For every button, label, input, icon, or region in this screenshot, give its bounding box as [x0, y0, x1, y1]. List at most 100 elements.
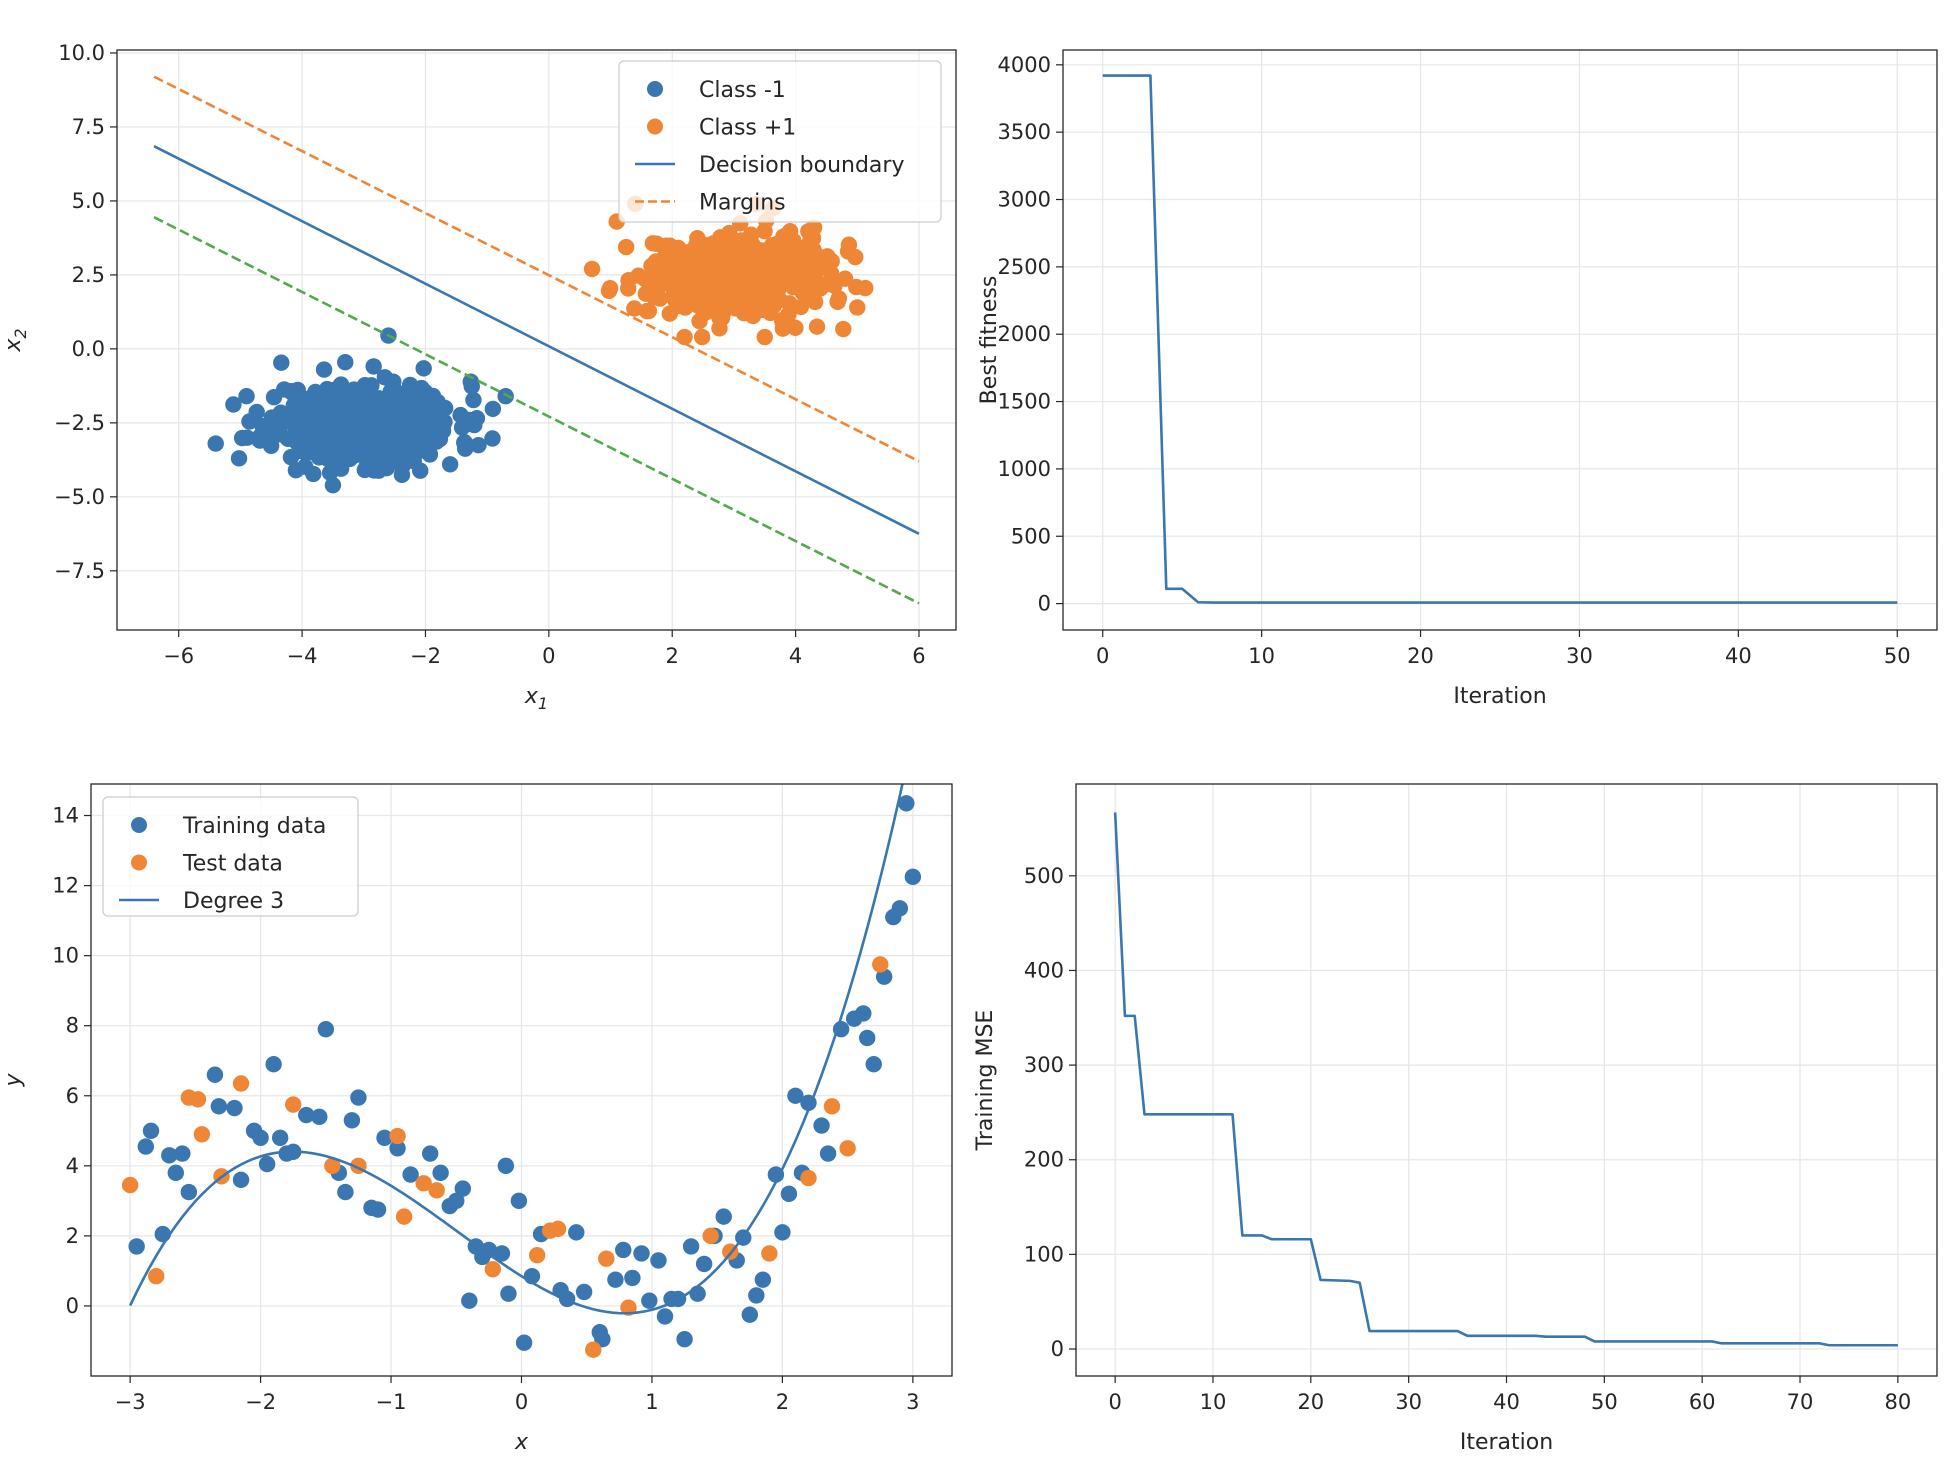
poly-ytick-label: 14	[52, 804, 79, 828]
poly-test-point	[324, 1157, 341, 1175]
poly-test-point	[193, 1126, 211, 1143]
svm-point	[484, 430, 501, 447]
svm-point	[805, 219, 823, 236]
svm-legend-box	[618, 60, 942, 223]
fitness-frame	[1062, 49, 1938, 631]
svm-point	[676, 328, 693, 346]
svm-xlabel-base: x	[524, 684, 539, 709]
poly-xtick-label: 2	[776, 1390, 789, 1414]
svm-point	[762, 281, 780, 299]
svm-point	[620, 280, 637, 297]
poly-legend-label: Degree 3	[183, 889, 284, 914]
svm-point	[396, 426, 413, 444]
svm-point	[463, 378, 480, 395]
svm-point	[849, 299, 866, 316]
mse-ytick-label: 500	[1024, 864, 1064, 888]
svm-point	[310, 427, 327, 444]
svm-series-class-pos	[583, 195, 874, 346]
svm-point	[436, 399, 454, 417]
poly-training-point	[265, 1056, 282, 1073]
poly-training-point	[575, 1283, 593, 1301]
poly-training-point	[180, 1183, 198, 1201]
poly-training-point	[787, 1087, 804, 1104]
poly-training-point	[317, 1021, 335, 1038]
svm-point	[365, 462, 383, 479]
svm-point	[293, 443, 311, 460]
poly-training-point	[167, 1164, 184, 1182]
mse-series-line	[1113, 812, 1898, 1347]
svm-xlabel-sub: 1	[538, 694, 548, 713]
mse-xtick-label: 0	[1108, 1390, 1121, 1414]
fitness-ytick-label: 3500	[998, 120, 1051, 144]
svm-point	[441, 456, 459, 473]
poly-legend-label: Test data	[182, 852, 283, 877]
fitness-ytick-label: 1000	[998, 457, 1051, 481]
poly-test-point	[598, 1250, 615, 1267]
svm-point	[617, 238, 635, 256]
poly-legend: Training data Test data Degree 3	[102, 796, 359, 917]
svm-point	[680, 244, 697, 261]
svm-point	[351, 439, 368, 456]
poly-training-point	[656, 1308, 674, 1325]
svm-ylabel: x2	[1, 328, 30, 352]
mse-ytick-label: 400	[1024, 958, 1064, 982]
poly-training-point	[624, 1269, 641, 1287]
poly-ytick-label: 6	[66, 1084, 79, 1108]
svm-ytick-label: −2.5	[54, 411, 105, 435]
poly-training-point	[337, 1183, 354, 1201]
poly-xtick-label: −2	[245, 1390, 276, 1414]
poly-training-point	[891, 900, 909, 917]
svm-legend-marker	[647, 81, 663, 97]
poly-test-point	[121, 1176, 139, 1194]
poly-training-point	[641, 1292, 658, 1309]
svm-point	[382, 383, 399, 400]
svm-point	[254, 417, 271, 435]
mse-xtick-label: 70	[1787, 1390, 1814, 1414]
poly-training-point	[448, 1192, 465, 1210]
svm-point	[683, 261, 701, 278]
poly-training-point	[298, 1106, 315, 1124]
svm-point	[393, 466, 411, 484]
fitness-grid	[1063, 50, 1937, 630]
svm-point	[303, 404, 320, 421]
poly-training-point	[271, 1129, 289, 1146]
svm-point	[789, 271, 806, 289]
poly-training-point	[142, 1122, 160, 1139]
poly-plot	[121, 784, 922, 1358]
poly-training-point	[615, 1241, 632, 1259]
fitness-panel: 0 10 20 30 40 50 4000 3500 3000 2500 2000 1500 1000 5…	[977, 49, 1938, 709]
poly-ylabel: y	[1, 1073, 26, 1088]
svm-point	[626, 300, 643, 317]
mse-xtick-label: 80	[1884, 1390, 1911, 1414]
svm-point	[749, 285, 766, 303]
svm-point	[401, 376, 419, 394]
svm-point	[731, 269, 748, 287]
poly-training-point	[515, 1334, 533, 1351]
poly-fit-curve	[128, 784, 904, 1315]
svm-plot	[153, 75, 920, 605]
svm-point	[315, 361, 333, 378]
poly-training-point	[421, 1145, 439, 1162]
poly-legend-label: Training data	[182, 814, 326, 839]
poly-training-point	[748, 1287, 765, 1304]
svm-point	[456, 440, 474, 457]
poly-training-point	[813, 1117, 830, 1134]
fitness-xtick-label: 20	[1407, 644, 1434, 668]
svm-point	[412, 442, 429, 459]
svm-point	[774, 313, 791, 330]
poly-test-point	[528, 1246, 546, 1264]
svm-legend-label: Class +1	[699, 116, 796, 141]
poly-ytick-label: 12	[52, 874, 79, 898]
mse-ytick-label: 100	[1024, 1242, 1064, 1266]
svm-point	[337, 353, 354, 371]
poly-test-point	[189, 1091, 207, 1108]
fitness-xtick-label: 10	[1248, 644, 1275, 668]
svm-point	[420, 423, 438, 440]
svm-point	[207, 435, 224, 452]
poly-test-point	[148, 1267, 165, 1285]
poly-training-point	[500, 1285, 517, 1302]
poly-xtick-label: 3	[906, 1390, 919, 1414]
mse-xtick-label: 30	[1395, 1390, 1422, 1414]
svm-point	[777, 259, 794, 276]
poly-training-point	[715, 1208, 732, 1225]
